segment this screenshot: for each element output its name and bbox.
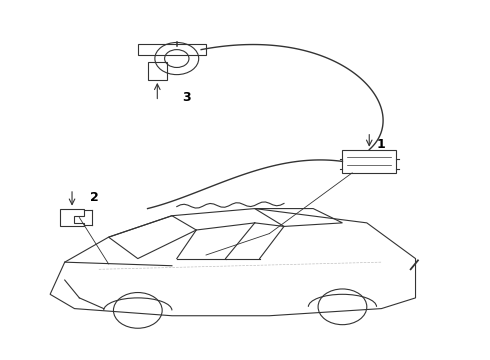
Text: 1: 1 [377,138,386,151]
Text: 3: 3 [182,91,191,104]
Text: 2: 2 [90,192,98,204]
